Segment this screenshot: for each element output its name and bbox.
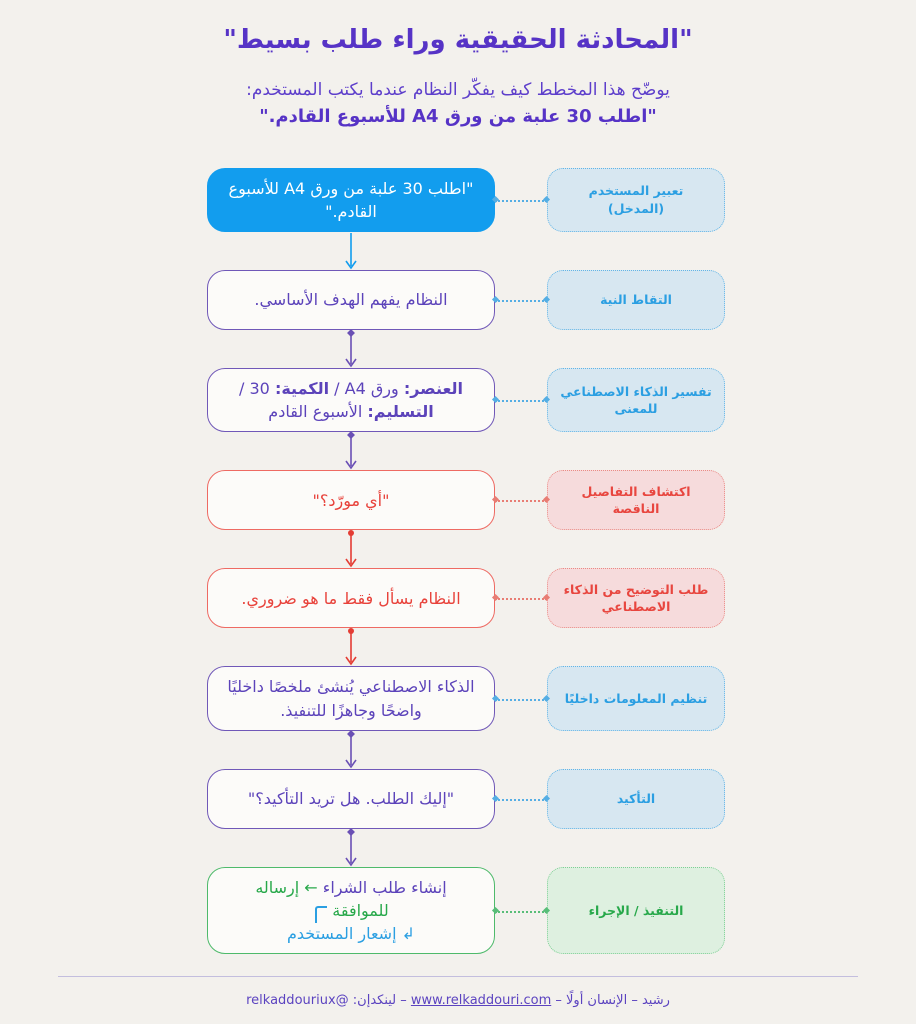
flow-row-interpretation: العنصر: ورق A4 / الكمية: 30 / التسليم: ا… [0,368,916,433]
label-text: طلب التوضيح من الذكاء الاصطناعي [563,581,709,615]
execution-line-2: ↲ إشعار المستخدم [226,922,476,945]
step-text: الذكاء الاصطناعي يُنشئ ملخصًا داخليًا وا… [227,677,475,720]
label-box-missing-detail: اكتشاف التفاصيل الناقصة [547,470,725,531]
down-arrow-icon [345,330,357,368]
label-text: اكتشاف التفاصيل الناقصة [581,483,691,517]
step-box-missing-detail: "أي مورّد؟" [207,470,495,531]
footer-divider [58,976,858,977]
down-arrow-icon [345,530,357,568]
step-box-intent: النظام يفهم الهدف الأساسي. [207,270,495,330]
footer-credit: رشيد – الإنسان أولًا – www.relkaddouri.c… [0,993,916,1008]
label-box-organization: تنظيم المعلومات داخليًا [547,666,725,731]
step-text: النظام يفهم الهدف الأساسي. [254,290,448,310]
label-box-interpretation: تفسير الذكاء الاصطناعي للمعنى [547,368,725,433]
label-box-execution: التنفيذ / الإجراء [547,866,725,955]
arrow-zone [0,232,916,270]
arrow-zone [0,628,916,666]
page-title: "المحادثة الحقيقية وراء طلب بسيط" [223,25,693,55]
label-box-intent: التقاط النية [547,270,725,330]
arrow-zone [0,730,916,769]
label-text: تنظيم المعلومات داخليًا [564,690,708,706]
exec-step-create: إنشاء طلب الشراء [317,877,447,897]
label-text: التنفيذ / الإجراء [588,902,684,918]
step-text: "أي مورّد؟" [312,490,390,510]
wrap-bracket-icon [315,905,328,923]
flow-row-missing-detail: "أي مورّد؟" اكتشاف التفاصيل الناقصة [0,470,916,531]
footer-linkedin: – لينكدإن: @relkaddouriux [246,993,411,1008]
label-box-confirmation: التأكيد [547,768,725,829]
flow-row-clarification: النظام يسأل فقط ما هو ضروري. طلب التوضيح… [0,568,916,629]
step-box-confirmation: "إليك الطلب. هل تريد التأكيد؟" [207,768,495,829]
step-text: النظام يسأل فقط ما هو ضروري. [241,588,461,608]
arrow-zone [0,330,916,368]
execution-line-1: إنشاء طلب الشراء ← إرساله للموافقة [226,876,476,923]
flowchart: "اطلب 30 علبة من ورق A4 للأسبوع القادم."… [0,167,916,955]
website-link[interactable]: www.relkaddouri.com [410,993,552,1008]
label-text: تفسير الذكاء الاصطناعي للمعنى [560,383,712,417]
down-arrow-icon [345,233,357,270]
flow-row-execution: إنشاء طلب الشراء ← إرساله للموافقة ↲ إشع… [0,866,916,955]
page-subtitle: يوضّح هذا المخطط كيف يفكّر النظام عندما … [246,79,670,100]
down-arrow-icon [345,730,357,769]
label-text: التأكيد [616,791,656,806]
exec-step-send: ← إرساله للموافقة [255,877,389,920]
step-text: "اطلب 30 علبة من ورق A4 للأسبوع القادم." [228,178,474,221]
step-text: "إليك الطلب. هل تريد التأكيد؟" [247,789,455,809]
flow-row-intent: النظام يفهم الهدف الأساسي. التقاط النية [0,270,916,330]
label-box-clarification: طلب التوضيح من الذكاء الاصطناعي [547,568,725,629]
step-box-clarification: النظام يسأل فقط ما هو ضروري. [207,568,495,629]
header: "المحادثة الحقيقية وراء طلب بسيط" يوضّح … [0,0,916,130]
arrow-zone [0,432,916,470]
label-text: تعبير المستخدم (المدخل) [588,183,684,216]
flow-row-confirmation: "إليك الطلب. هل تريد التأكيد؟" التأكيد [0,768,916,829]
flow-row-organization: الذكاء الاصطناعي يُنشئ ملخصًا داخليًا وا… [0,666,916,731]
exec-step-notify: ↲ إشعار المستخدم [286,924,416,944]
user-request-quote: "اطلب 30 علبة من ورق A4 للأسبوع القادم." [259,106,657,128]
footer-author: رشيد – الإنسان أولًا – [551,993,670,1008]
down-arrow-icon [345,828,357,867]
footer: رشيد – الإنسان أولًا – www.relkaddouri.c… [0,976,916,1008]
down-arrow-icon [345,628,357,666]
step-box-execution: إنشاء طلب الشراء ← إرساله للموافقة ↲ إشع… [207,866,495,955]
label-box-user-input: تعبير المستخدم (المدخل) [547,167,725,232]
down-arrow-icon [345,432,357,470]
arrow-zone [0,828,916,867]
step-text: العنصر: ورق A4 / الكمية: 30 / التسليم: ا… [239,379,463,422]
arrow-zone [0,530,916,568]
flow-row-input: "اطلب 30 علبة من ورق A4 للأسبوع القادم."… [0,167,916,232]
step-box-user-input: "اطلب 30 علبة من ورق A4 للأسبوع القادم." [207,167,495,232]
label-text: التقاط النية [600,292,672,308]
step-box-organization: الذكاء الاصطناعي يُنشئ ملخصًا داخليًا وا… [207,666,495,731]
step-box-interpretation: العنصر: ورق A4 / الكمية: 30 / التسليم: ا… [207,368,495,433]
